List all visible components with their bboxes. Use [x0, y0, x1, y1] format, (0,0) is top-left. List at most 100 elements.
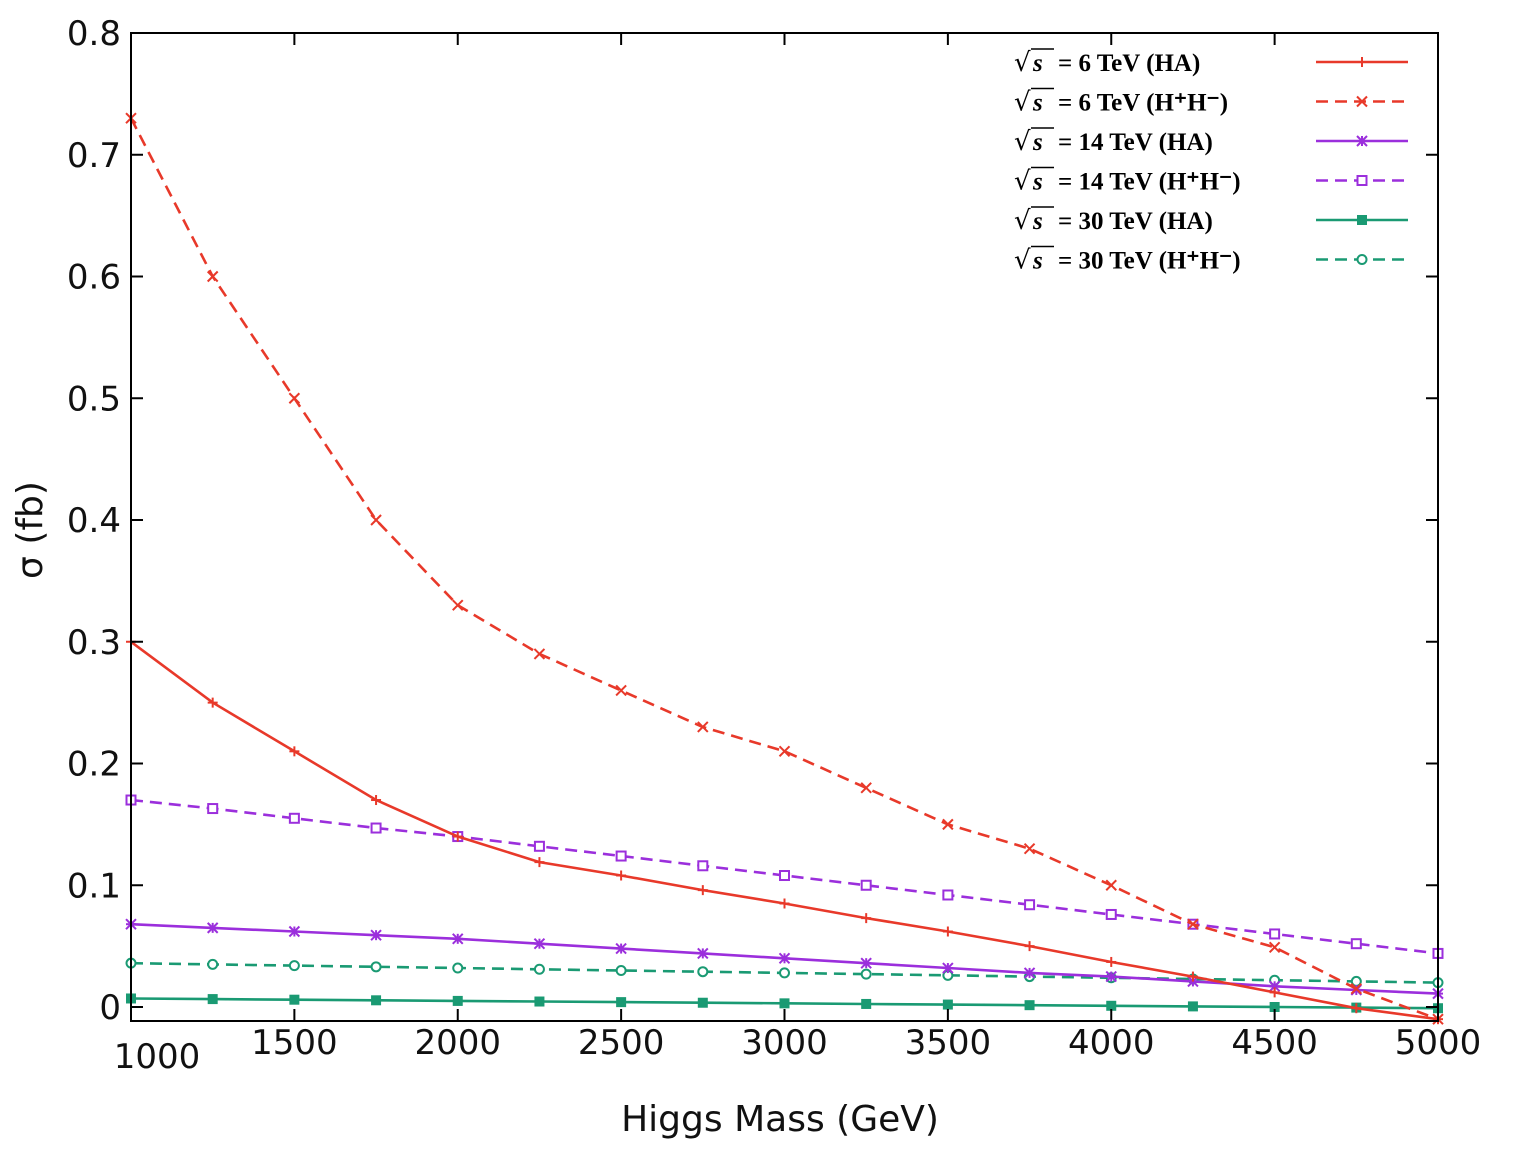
- data-point: [288, 392, 301, 404]
- series-1: [125, 112, 1444, 1025]
- data-point: [1024, 941, 1035, 952]
- data-point: [288, 812, 300, 824]
- series-line: [129, 117, 1439, 1021]
- data-point: [860, 879, 872, 891]
- data-point: [1023, 843, 1036, 855]
- legend-entry: √ s = 6 TeV (H⁺H⁻): [1014, 88, 1408, 118]
- legend-entry: √ s = 30 TeV (HA): [1014, 206, 1408, 236]
- data-point: [1351, 1003, 1362, 1014]
- sqrt-symbol: √: [1014, 167, 1031, 197]
- sqrt-symbol: √: [1014, 206, 1031, 236]
- data-point: [942, 889, 954, 901]
- x-tick-label: 3000: [741, 1023, 828, 1063]
- data-point: [288, 960, 300, 972]
- y-axis-title: σ (fb): [10, 481, 51, 579]
- data-point: [942, 926, 953, 937]
- data-point: [1106, 1000, 1117, 1011]
- legend-marker: [1357, 57, 1367, 67]
- data-point: [1269, 987, 1280, 998]
- data-point: [452, 962, 464, 974]
- data-point: [1350, 938, 1362, 950]
- data-point: [1024, 1000, 1035, 1011]
- sqrt-s-letter: s: [1032, 208, 1043, 235]
- sqrt-s-letter: s: [1032, 129, 1043, 156]
- data-point: [1105, 879, 1117, 891]
- data-point: [207, 994, 218, 1005]
- data-point: [697, 997, 708, 1008]
- data-point: [697, 860, 709, 872]
- sqrt-s-letter: s: [1032, 50, 1043, 77]
- data-point: [615, 942, 627, 955]
- legend-marker: [1356, 254, 1368, 265]
- data-point: [207, 697, 218, 708]
- y-tick-label: 0.1: [67, 866, 121, 906]
- legend-entry: √ s = 6 TeV (HA): [1014, 48, 1408, 78]
- y-tick-label: 0.3: [67, 623, 121, 663]
- x-tick-label: 3500: [905, 1023, 992, 1063]
- data-point: [452, 995, 463, 1006]
- data-point: [942, 999, 953, 1010]
- data-point: [1269, 928, 1281, 940]
- data-point: [370, 961, 382, 973]
- data-point: [697, 885, 708, 896]
- data-point: [289, 746, 300, 757]
- data-point: [452, 599, 464, 611]
- data-point: [616, 997, 627, 1008]
- y-tick-label: 0.5: [67, 379, 121, 419]
- series-layer: [125, 112, 1444, 1025]
- data-point: [370, 822, 382, 834]
- data-point: [697, 721, 709, 733]
- data-point: [860, 957, 872, 969]
- legend-label: = 30 TeV (H⁺H⁻): [1058, 248, 1241, 275]
- data-point: [1024, 899, 1036, 911]
- sqrt-symbol: √: [1014, 48, 1031, 78]
- tick-layer: 0 0.1 0.2 0.3 0.4 0.5 0.6 0.7 0.8 1000 1500 2000 250…: [67, 14, 1481, 1077]
- y-tick-label: 0.4: [67, 501, 121, 541]
- data-point: [1350, 983, 1363, 995]
- data-point: [779, 967, 790, 979]
- legend-label: = 14 TeV (HA): [1058, 129, 1213, 156]
- data-point: [207, 803, 219, 815]
- data-point: [779, 870, 790, 882]
- sqrt-s-letter: s: [1032, 248, 1043, 275]
- legend-marker: [1356, 95, 1368, 108]
- legend-entry: √ s = 14 TeV (HA): [1014, 127, 1408, 157]
- data-point: [860, 782, 872, 794]
- data-point: [1187, 1001, 1198, 1012]
- data-point: [207, 958, 219, 970]
- data-point: [1187, 918, 1199, 930]
- data-point: [1106, 956, 1117, 967]
- data-point: [1023, 967, 1036, 979]
- legend-entry: √ s = 30 TeV (H⁺H⁻): [1014, 246, 1408, 276]
- legend-label: = 14 TeV (H⁺H⁻): [1058, 169, 1241, 196]
- x-tick-label: 5000: [1395, 1023, 1482, 1063]
- data-point: [370, 514, 382, 526]
- x-tick-label: 4500: [1231, 1023, 1318, 1063]
- legend-marker: [1356, 135, 1368, 147]
- data-point: [942, 818, 954, 831]
- legend-label: = 6 TeV (H⁺H⁻): [1058, 90, 1228, 117]
- legend-label: = 6 TeV (HA): [1058, 50, 1200, 77]
- data-point: [371, 995, 382, 1006]
- data-point: [1105, 908, 1117, 920]
- data-point: [1268, 941, 1281, 954]
- data-point: [697, 966, 709, 978]
- x-tick-label: 1500: [251, 1023, 338, 1063]
- sqrt-s-letter: s: [1032, 169, 1043, 196]
- sqrt-symbol: √: [1014, 246, 1031, 276]
- legend-marker: [1357, 215, 1367, 225]
- data-point: [1187, 971, 1198, 982]
- data-point: [206, 270, 219, 283]
- data-point: [534, 996, 545, 1007]
- y-tick-label: 0.7: [67, 136, 121, 176]
- y-tick-label: 0.6: [67, 258, 121, 298]
- data-point: [533, 937, 546, 950]
- data-point: [778, 952, 791, 965]
- data-point: [860, 968, 872, 980]
- legend-marker: [1356, 175, 1368, 186]
- data-point: [942, 962, 954, 974]
- data-point: [206, 922, 219, 934]
- legend-entry: √ s = 14 TeV (H⁺H⁻): [1014, 167, 1408, 197]
- data-point: [534, 857, 545, 868]
